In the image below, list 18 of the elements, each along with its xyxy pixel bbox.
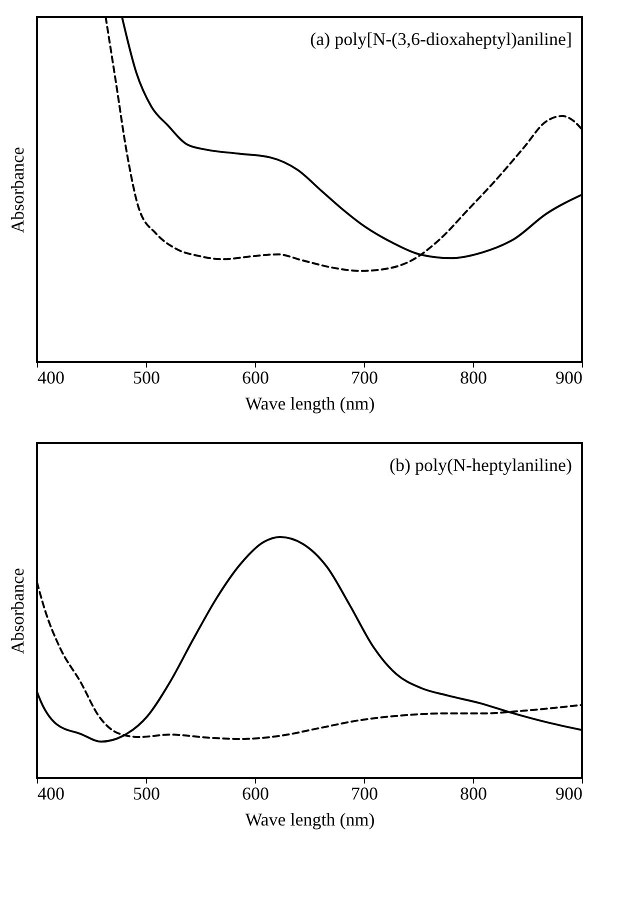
y-axis-title: Absorbance [8, 568, 28, 654]
x-tick-label: 400 [38, 784, 64, 804]
x-tick-label: 400 [38, 368, 64, 388]
x-axis-title: Wave length (nm) [245, 394, 375, 414]
x-tick-label: 700 [351, 784, 378, 804]
x-tick-label: 700 [351, 368, 378, 388]
x-tick-label: 800 [460, 368, 487, 388]
x-tick-label: 900 [556, 368, 582, 388]
x-axis-title: Wave length (nm) [245, 810, 375, 830]
x-tick-label: 500 [133, 784, 160, 804]
x-tick-label: 600 [242, 368, 269, 388]
text: (b) poly(N-heptylaniline) [390, 455, 572, 475]
x-tick-label: 600 [242, 784, 269, 804]
x-tick-label: 500 [133, 368, 160, 388]
annotation: (a) poly[N-(3,6-dioxaheptyl)aniline] [310, 29, 572, 49]
y-axis-title: Absorbance [8, 147, 28, 233]
x-tick-label: 800 [460, 784, 487, 804]
x-tick-label: 900 [556, 784, 582, 804]
